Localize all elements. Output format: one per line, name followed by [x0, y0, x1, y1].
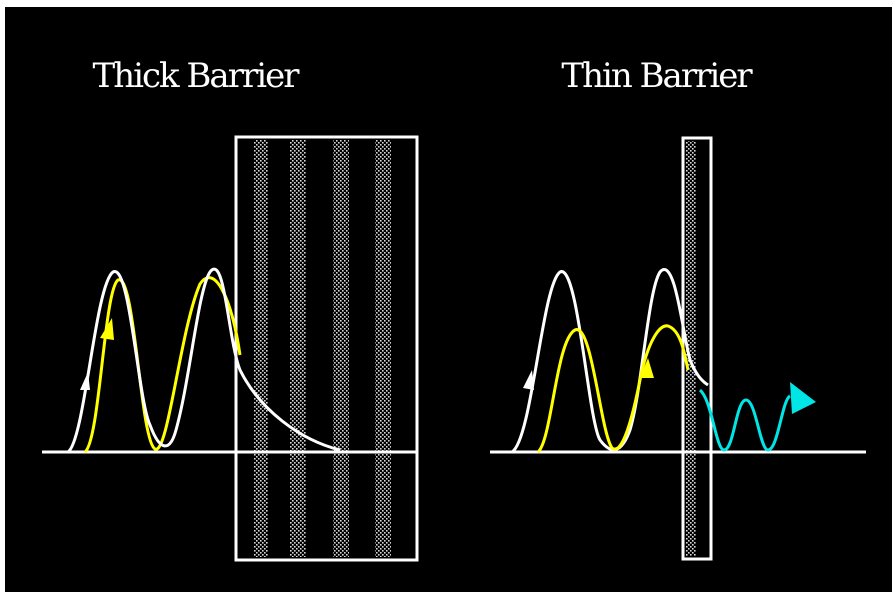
thin-barrier-incident-wave — [510, 268, 709, 454]
thin-barrier-incident-arrow — [523, 370, 534, 390]
thin-barrier-reflected-arrow — [640, 358, 654, 378]
thick-barrier-incident-arrow — [80, 372, 90, 390]
thin-barrier-transmitted-wave — [698, 388, 792, 452]
diagram-background — [5, 7, 892, 592]
thick-barrier-stripe-2 — [290, 140, 306, 557]
thick-barrier-outline — [234, 135, 419, 562]
thin-barrier-panel: Thin Barrier — [490, 56, 866, 561]
thick-barrier-panel: Thick Barrier — [42, 56, 419, 562]
thin-barrier-title: Thin Barrier — [561, 56, 753, 96]
thin-barrier-transmitted-arrow — [790, 382, 816, 414]
thin-barrier-stripe — [686, 141, 696, 556]
thin-barrier-reflected-wave — [536, 324, 690, 454]
thick-barrier-incident-wave — [66, 267, 341, 454]
thick-barrier-reflected-arrow — [100, 318, 114, 340]
thick-barrier-stripe-3 — [333, 140, 349, 557]
thick-barrier-title: Thick Barrier — [93, 56, 301, 96]
thick-barrier-reflected-wave — [83, 276, 242, 454]
thick-barrier-stripe-1 — [254, 140, 268, 557]
thick-barrier-stripe-4 — [375, 140, 391, 557]
